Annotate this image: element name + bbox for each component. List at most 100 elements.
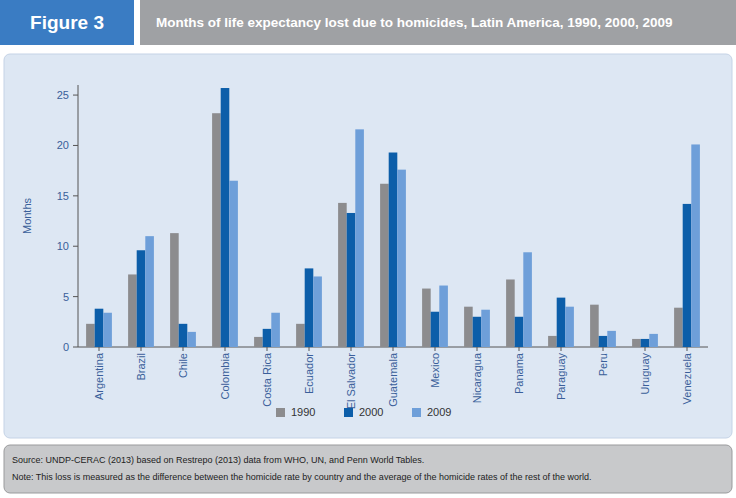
x-tick: [435, 347, 436, 351]
x-tick: [351, 347, 352, 351]
x-tick-label: Colombia: [219, 352, 231, 399]
y-axis: [78, 85, 79, 347]
y-tick-label: 5: [63, 291, 69, 303]
bar: [212, 113, 221, 347]
legend-label: 2000: [359, 406, 383, 418]
source: Source: UNDP-CERAC (2013) based on Restr…: [12, 455, 424, 465]
x-tick-label: Venezuela: [681, 352, 693, 404]
chart: Figure 3 Months of life expectancy lost d…: [0, 0, 736, 498]
legend-label: 1990: [291, 406, 315, 418]
x-tick-label: El Salvador: [345, 353, 357, 410]
chart-panel: [4, 54, 732, 438]
bar: [389, 153, 398, 347]
legend-swatch: [276, 408, 285, 417]
x-tick: [561, 347, 562, 351]
bar: [179, 324, 188, 347]
x-tick: [645, 347, 646, 351]
bar: [263, 329, 272, 347]
x-tick-label: Ecuador: [303, 353, 315, 394]
x-tick-label: Peru: [597, 353, 609, 376]
x-tick: [183, 347, 184, 351]
y-tick: [73, 95, 78, 96]
x-tick: [225, 347, 226, 351]
bar: [632, 339, 641, 347]
title-bar: [140, 0, 736, 45]
bar: [548, 336, 557, 347]
bar: [355, 129, 364, 347]
bar: [397, 170, 406, 347]
bar: [254, 337, 263, 347]
bar: [683, 204, 692, 347]
x-tick-label: Paraguay: [555, 353, 567, 401]
bar: [464, 307, 473, 347]
y-tick-label: 15: [57, 190, 69, 202]
x-tick: [393, 347, 394, 351]
bar: [599, 336, 608, 347]
y-tick: [73, 296, 78, 297]
bar: [296, 324, 305, 347]
bar: [103, 313, 112, 347]
x-tick-label: Costa Rica: [261, 352, 273, 407]
legend-swatch: [344, 408, 353, 417]
bar: [523, 252, 532, 347]
x-tick: [603, 347, 604, 351]
bar: [506, 279, 515, 347]
bar: [229, 181, 238, 347]
bar: [86, 324, 95, 347]
bar: [590, 305, 599, 347]
bar: [439, 286, 448, 347]
y-axis-label: Months: [21, 197, 33, 234]
bar: [187, 332, 196, 347]
bar: [481, 310, 490, 347]
x-tick: [141, 347, 142, 351]
x-tick: [687, 347, 688, 351]
figure-label: Figure 3: [30, 12, 104, 33]
y-tick-label: 20: [57, 139, 69, 151]
x-tick-label: Mexico: [429, 353, 441, 388]
bar: [305, 268, 314, 347]
bar: [145, 236, 154, 347]
x-tick-label: Argentina: [93, 352, 105, 400]
bar: [347, 213, 356, 347]
x-tick-label: Panama: [513, 352, 525, 394]
y-tick: [73, 195, 78, 196]
figure-label-box: [0, 0, 134, 45]
legend-label: 2009: [427, 406, 451, 418]
bar: [95, 309, 104, 347]
bar: [128, 274, 137, 347]
bar: [515, 317, 524, 347]
bar: [557, 298, 566, 347]
bar: [565, 307, 574, 347]
bar: [170, 233, 179, 347]
x-tick: [477, 347, 478, 351]
x-tick-label: Guatemala: [387, 352, 399, 407]
x-tick-label: Nicaragua: [471, 352, 483, 403]
y-tick-label: 0: [63, 341, 69, 353]
bar: [221, 88, 230, 347]
y-tick-label: 10: [57, 240, 69, 252]
x-tick: [309, 347, 310, 351]
bar: [607, 331, 616, 347]
y-tick-label: 25: [57, 89, 69, 101]
bar: [473, 317, 482, 347]
bar: [271, 313, 280, 347]
bar: [431, 312, 440, 347]
x-tick: [267, 347, 268, 351]
x-tick: [99, 347, 100, 351]
bar: [422, 289, 431, 347]
bar: [674, 308, 683, 347]
bar: [338, 203, 347, 347]
title: Months of life expectancy lost due to ho…: [156, 15, 672, 30]
bar: [380, 184, 389, 347]
bar: [641, 339, 650, 347]
y-tick: [73, 145, 78, 146]
y-tick: [73, 347, 78, 348]
y-tick: [73, 246, 78, 247]
footer-box: [4, 445, 732, 493]
bars: [86, 88, 700, 347]
x-tick-label: Uruguay: [639, 353, 651, 395]
x-tick: [519, 347, 520, 351]
x-tick-label: Brazil: [135, 353, 147, 381]
bar: [691, 144, 700, 347]
legend-swatch: [412, 408, 421, 417]
